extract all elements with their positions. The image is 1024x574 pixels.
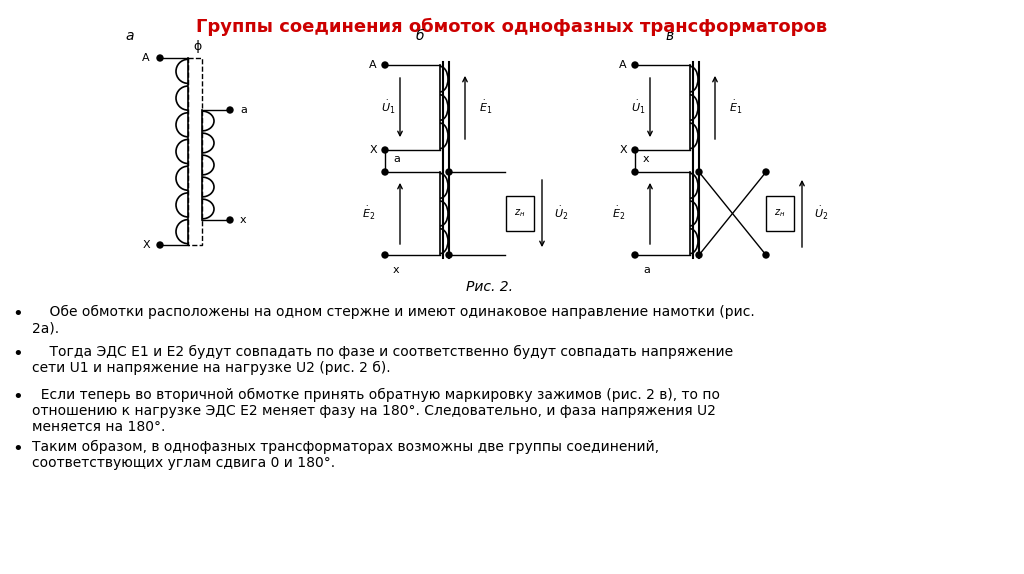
Text: А: А: [370, 60, 377, 70]
Text: Таким образом, в однофазных трансформаторах возможны две группы соединений,
соот: Таким образом, в однофазных трансформато…: [32, 440, 659, 470]
Text: Тогда ЭДС E1 и E2 будут совпадать по фазе и соответственно будут совпадать напря: Тогда ЭДС E1 и E2 будут совпадать по фаз…: [32, 345, 733, 375]
Circle shape: [227, 217, 233, 223]
Text: $z_н$: $z_н$: [774, 208, 785, 219]
Circle shape: [696, 169, 702, 175]
Text: •: •: [12, 345, 24, 363]
Circle shape: [382, 169, 388, 175]
Text: $\dot{E}_1$: $\dot{E}_1$: [729, 99, 742, 116]
Text: х: х: [240, 215, 247, 225]
Text: Х: Х: [142, 240, 150, 250]
Circle shape: [382, 147, 388, 153]
Circle shape: [157, 55, 163, 61]
Text: А: А: [620, 60, 627, 70]
Circle shape: [382, 252, 388, 258]
Circle shape: [696, 252, 702, 258]
Text: а: а: [240, 105, 247, 115]
Bar: [766, 196, 794, 231]
Text: Если теперь во вторичной обмотке принять обратную маркировку зажимов (рис. 2 в),: Если теперь во вторичной обмотке принять…: [32, 388, 720, 435]
Text: ϕ: ϕ: [193, 40, 201, 53]
Text: $\dot{E}_2$: $\dot{E}_2$: [611, 205, 625, 222]
Text: $\dot{U}_1$: $\dot{U}_1$: [381, 99, 395, 116]
Text: а: а: [393, 154, 400, 164]
Circle shape: [632, 147, 638, 153]
Text: А: А: [142, 53, 150, 63]
Circle shape: [382, 62, 388, 68]
Text: в: в: [666, 29, 674, 43]
Text: x: x: [393, 265, 399, 275]
Circle shape: [227, 107, 233, 113]
Circle shape: [632, 62, 638, 68]
Circle shape: [632, 169, 638, 175]
Text: •: •: [12, 440, 24, 458]
Bar: [188, 58, 202, 245]
Text: а: а: [643, 265, 650, 275]
Text: Обе обмотки расположены на одном стержне и имеют одинаковое направление намотки : Обе обмотки расположены на одном стержне…: [32, 305, 755, 335]
Text: $\dot{U}_1$: $\dot{U}_1$: [631, 99, 645, 116]
Text: б: б: [416, 29, 424, 43]
Text: x: x: [643, 154, 649, 164]
Text: Группы соединения обмоток однофазных трансформаторов: Группы соединения обмоток однофазных тра…: [197, 18, 827, 36]
Bar: [506, 196, 534, 231]
Text: Х: Х: [370, 145, 377, 155]
Text: $\dot{U}_2$: $\dot{U}_2$: [814, 205, 828, 222]
Text: $\dot{E}_2$: $\dot{E}_2$: [361, 205, 375, 222]
Circle shape: [763, 169, 769, 175]
Circle shape: [446, 169, 452, 175]
Circle shape: [446, 252, 452, 258]
Text: $\dot{U}_2$: $\dot{U}_2$: [554, 205, 568, 222]
Text: Рис. 2.: Рис. 2.: [467, 280, 513, 294]
Circle shape: [157, 242, 163, 248]
Text: $\dot{E}_1$: $\dot{E}_1$: [479, 99, 493, 116]
Text: а: а: [126, 29, 134, 43]
Text: •: •: [12, 305, 24, 323]
Circle shape: [632, 252, 638, 258]
Text: •: •: [12, 388, 24, 406]
Text: $z_н$: $z_н$: [514, 208, 525, 219]
Circle shape: [763, 252, 769, 258]
Text: Х: Х: [620, 145, 627, 155]
